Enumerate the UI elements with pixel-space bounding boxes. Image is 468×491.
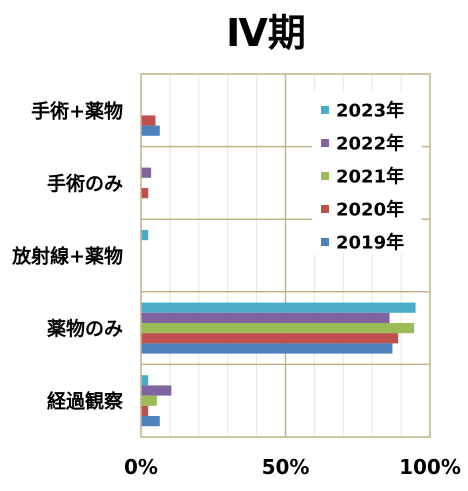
category-label: 薬物のみ <box>46 317 123 340</box>
legend-swatch <box>321 205 329 213</box>
legend-swatch <box>321 172 329 180</box>
category-label: 経過観察 <box>47 390 124 413</box>
x-tick-label: 100% <box>399 455 461 479</box>
bar-2022年-手術のみ <box>141 167 152 178</box>
legend-label: 2023年 <box>336 100 404 122</box>
bar-2019年-薬物のみ <box>141 343 393 354</box>
bar-2023年-薬物のみ <box>141 302 416 313</box>
bar-2021年-経過観察 <box>141 395 157 406</box>
legend-swatch <box>321 106 329 114</box>
legend-label: 2022年 <box>336 133 404 155</box>
chart-title: Ⅳ期 <box>226 11 306 55</box>
x-axis-ticks: 0% 50% 100% <box>124 455 461 479</box>
bar-2019年-経過観察 <box>141 416 160 427</box>
legend-background <box>312 92 422 254</box>
legend-label: 2019年 <box>336 232 404 254</box>
legend: 2023年 2022年 2021年 2020年 2019年 <box>312 92 422 254</box>
bars <box>141 115 416 427</box>
bar-2020年-手術+薬物 <box>141 115 156 126</box>
bar-2023年-放射線+薬物 <box>141 230 149 241</box>
x-tick-label: 50% <box>262 455 310 479</box>
bar-2020年-手術のみ <box>141 188 149 199</box>
bar-2022年-薬物のみ <box>141 312 390 323</box>
category-label: 手術+薬物 <box>31 99 123 122</box>
x-tick-label: 0% <box>124 455 158 479</box>
category-label: 放射線+薬物 <box>11 245 123 268</box>
legend-swatch <box>321 139 329 147</box>
bar-2019年-手術+薬物 <box>141 125 160 136</box>
bar-2020年-経過観察 <box>141 405 149 416</box>
bar-2021年-薬物のみ <box>141 323 415 334</box>
category-label: 手術のみ <box>47 172 123 195</box>
legend-label: 2021年 <box>336 166 404 188</box>
bar-2023年-経過観察 <box>141 375 149 386</box>
legend-swatch <box>321 238 329 246</box>
bar-2022年-経過観察 <box>141 385 172 396</box>
legend-label: 2020年 <box>336 199 404 221</box>
plot-border <box>140 73 431 438</box>
bar-2020年-薬物のみ <box>141 333 399 344</box>
